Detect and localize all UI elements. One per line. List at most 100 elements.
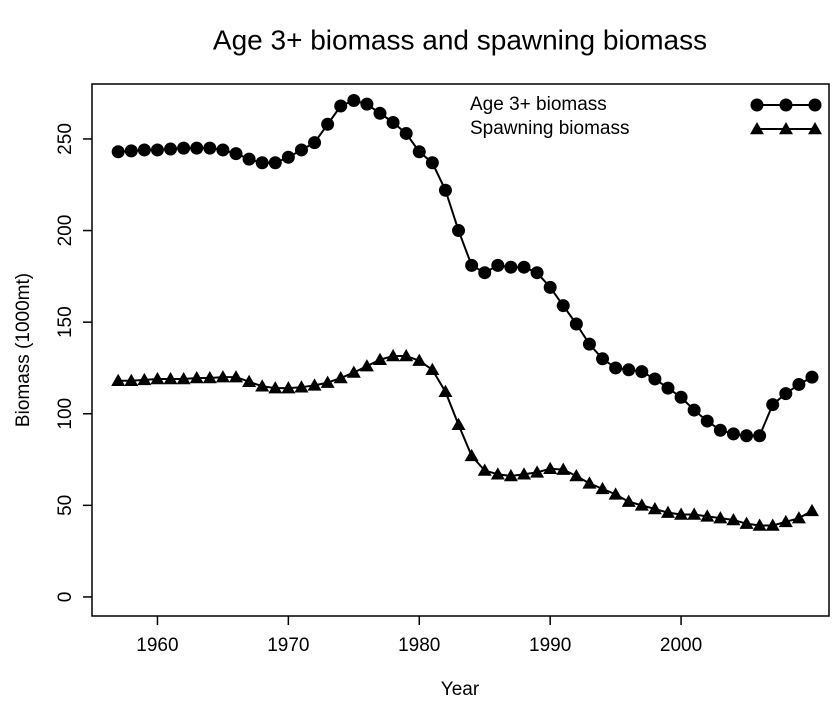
y-tick-label: 200 bbox=[55, 215, 76, 247]
marker bbox=[687, 403, 701, 417]
marker bbox=[556, 299, 570, 313]
marker bbox=[308, 136, 322, 150]
marker bbox=[360, 97, 374, 111]
marker bbox=[334, 99, 348, 113]
y-tick-label: 250 bbox=[55, 123, 76, 155]
marker bbox=[478, 266, 492, 280]
marker bbox=[281, 381, 296, 394]
x-tick-label: 1980 bbox=[398, 635, 440, 656]
marker bbox=[412, 353, 427, 366]
marker bbox=[582, 476, 597, 489]
x-tick-label: 1990 bbox=[529, 635, 571, 656]
marker bbox=[766, 398, 780, 412]
marker bbox=[713, 511, 728, 524]
marker bbox=[333, 371, 348, 384]
marker bbox=[425, 362, 440, 376]
marker bbox=[190, 141, 204, 155]
legend-marker bbox=[779, 122, 793, 135]
marker bbox=[124, 144, 138, 158]
marker bbox=[504, 260, 518, 274]
marker bbox=[359, 359, 374, 372]
marker bbox=[582, 337, 596, 351]
marker bbox=[621, 494, 636, 507]
marker bbox=[242, 152, 256, 166]
marker bbox=[700, 509, 715, 522]
marker bbox=[778, 514, 793, 528]
marker bbox=[753, 429, 767, 443]
y-tick-label: 50 bbox=[55, 495, 76, 516]
marker bbox=[176, 371, 191, 385]
marker bbox=[347, 93, 361, 107]
marker bbox=[255, 379, 270, 392]
marker bbox=[739, 516, 754, 529]
marker bbox=[346, 365, 361, 378]
marker bbox=[216, 143, 230, 157]
marker bbox=[372, 352, 387, 365]
marker bbox=[635, 365, 649, 379]
marker bbox=[150, 371, 165, 385]
marker bbox=[491, 258, 505, 272]
marker bbox=[713, 423, 727, 437]
marker bbox=[726, 427, 740, 441]
legend-marker bbox=[750, 122, 764, 135]
marker bbox=[399, 126, 413, 140]
marker bbox=[779, 387, 793, 401]
marker bbox=[294, 380, 309, 393]
marker bbox=[268, 156, 282, 170]
marker bbox=[687, 507, 702, 520]
marker bbox=[752, 518, 767, 531]
marker bbox=[596, 352, 610, 366]
legend-label: Age 3+ biomass bbox=[470, 94, 607, 115]
marker bbox=[438, 183, 452, 197]
marker bbox=[228, 370, 243, 383]
legend-label: Spawning biomass bbox=[470, 118, 629, 139]
y-tick-label: 0 bbox=[55, 592, 76, 603]
marker bbox=[661, 381, 675, 395]
marker bbox=[111, 145, 125, 159]
marker bbox=[177, 141, 191, 155]
marker bbox=[556, 462, 571, 475]
marker bbox=[595, 481, 610, 495]
marker bbox=[530, 465, 545, 478]
marker bbox=[451, 417, 466, 430]
marker bbox=[634, 498, 649, 511]
x-tick-label: 1960 bbox=[136, 635, 178, 656]
marker bbox=[517, 260, 531, 274]
marker bbox=[229, 147, 243, 161]
marker bbox=[452, 224, 466, 238]
marker bbox=[791, 511, 806, 524]
marker bbox=[203, 141, 217, 155]
marker bbox=[569, 317, 583, 331]
marker bbox=[320, 375, 335, 388]
marker bbox=[215, 370, 230, 383]
marker bbox=[202, 371, 217, 384]
marker bbox=[150, 143, 164, 157]
marker bbox=[137, 143, 151, 157]
y-tick-label: 150 bbox=[55, 306, 76, 338]
marker bbox=[477, 463, 492, 476]
marker bbox=[516, 467, 531, 480]
marker bbox=[242, 374, 257, 387]
marker bbox=[660, 505, 675, 518]
marker bbox=[792, 377, 806, 391]
legend-marker bbox=[779, 98, 793, 112]
x-tick-label: 2000 bbox=[660, 635, 702, 656]
marker bbox=[647, 502, 662, 515]
marker bbox=[124, 373, 139, 387]
marker bbox=[137, 372, 152, 386]
legend-marker bbox=[808, 98, 822, 112]
marker bbox=[268, 381, 283, 394]
marker bbox=[425, 156, 439, 170]
marker bbox=[674, 390, 688, 404]
x-tick-label: 1970 bbox=[267, 635, 309, 656]
marker bbox=[281, 150, 295, 164]
marker bbox=[465, 258, 479, 272]
marker bbox=[386, 115, 400, 129]
legend-marker bbox=[750, 98, 764, 112]
marker bbox=[307, 378, 322, 391]
marker bbox=[622, 363, 636, 377]
marker bbox=[111, 373, 126, 387]
marker bbox=[321, 117, 335, 131]
marker bbox=[189, 371, 204, 384]
